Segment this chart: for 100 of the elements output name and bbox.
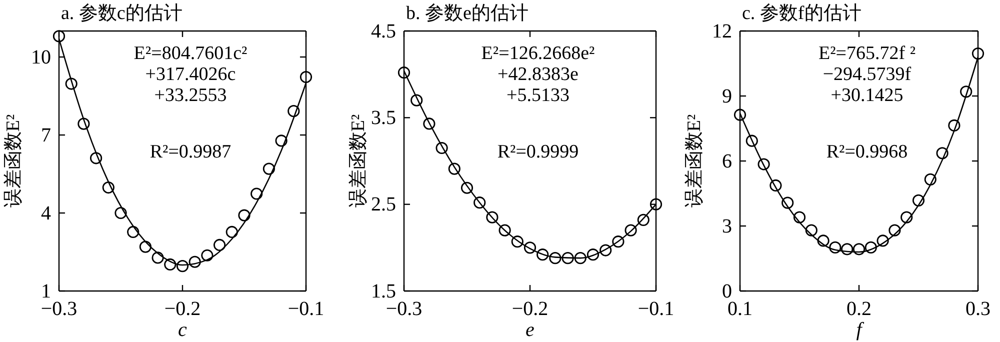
annotation: +33.2553 xyxy=(154,85,227,106)
point xyxy=(637,214,650,226)
point xyxy=(562,252,574,264)
point xyxy=(176,260,189,272)
point xyxy=(262,162,275,175)
point xyxy=(102,181,114,194)
point xyxy=(936,147,948,160)
annotation: E²=765.72f ² xyxy=(818,43,916,64)
point xyxy=(410,94,423,106)
point xyxy=(65,78,78,90)
point xyxy=(972,47,984,60)
point xyxy=(288,105,300,118)
point xyxy=(214,238,226,252)
point xyxy=(226,226,238,238)
y-tick-label: 3 xyxy=(722,215,732,238)
point xyxy=(114,206,127,220)
y-tick-label: 12 xyxy=(712,20,732,42)
point xyxy=(876,234,889,247)
point xyxy=(164,258,176,271)
point xyxy=(549,252,562,264)
point xyxy=(924,173,936,186)
point xyxy=(912,194,925,206)
point xyxy=(139,240,152,253)
point xyxy=(398,66,410,79)
point xyxy=(511,236,524,248)
point xyxy=(423,118,436,130)
x-axis-title: c xyxy=(178,319,188,341)
point xyxy=(864,241,877,254)
point xyxy=(734,108,746,121)
x-tick-label: 0.2 xyxy=(846,298,872,320)
point xyxy=(574,252,586,264)
point xyxy=(817,234,830,247)
point xyxy=(474,196,486,209)
chart-title: b. 参数e的估计 xyxy=(406,3,528,24)
y-tick-label: 2.5 xyxy=(371,194,396,216)
point xyxy=(486,211,498,224)
point xyxy=(829,241,842,254)
point xyxy=(52,30,66,42)
point xyxy=(152,252,164,264)
annotation: R²=0.9987 xyxy=(150,142,232,163)
point xyxy=(300,70,312,84)
annotation: −294.5739f xyxy=(822,64,912,85)
point xyxy=(746,134,758,147)
point xyxy=(960,86,972,98)
point xyxy=(770,179,782,192)
point xyxy=(498,224,511,236)
point xyxy=(841,243,854,256)
point xyxy=(600,244,612,256)
point xyxy=(782,196,794,209)
annotation: R²=0.9968 xyxy=(826,142,908,163)
y-axis-title: 误差函数E² xyxy=(684,114,705,208)
point xyxy=(650,198,662,210)
y-tick-label: 9 xyxy=(722,85,732,108)
point xyxy=(460,182,474,194)
annotation: +42.8383e xyxy=(498,64,578,85)
point xyxy=(436,142,448,154)
point xyxy=(448,162,460,175)
point xyxy=(624,224,637,236)
annotation: +5.5133 xyxy=(506,85,570,106)
y-tick-label: 10 xyxy=(31,46,51,68)
point xyxy=(250,188,263,200)
point xyxy=(524,242,536,254)
chart-title: c. 参数f的估计 xyxy=(742,3,862,24)
annotation: R²=0.9999 xyxy=(497,142,579,163)
x-tick-label: 0.3 xyxy=(966,298,990,320)
point xyxy=(948,119,960,132)
point xyxy=(805,224,818,236)
point xyxy=(852,243,866,256)
chart-title: a. 参数c的估计 xyxy=(61,3,182,24)
point xyxy=(238,209,250,222)
y-tick-label: 6 xyxy=(722,150,732,172)
x-tick-label: −0.2 xyxy=(512,298,548,320)
annotation: E²=804.7601c² xyxy=(134,43,248,64)
point xyxy=(793,211,806,224)
point xyxy=(188,256,201,268)
y-axis-title: 误差函数E² xyxy=(348,114,369,208)
point xyxy=(90,152,102,164)
x-tick-label: −0.1 xyxy=(638,298,674,320)
point xyxy=(612,236,624,248)
point xyxy=(536,248,549,261)
x-axis-title: e xyxy=(526,319,535,341)
x-tick-label: −0.2 xyxy=(164,298,201,320)
point xyxy=(275,134,288,147)
x-tick-label: −0.1 xyxy=(288,298,324,320)
point xyxy=(201,249,214,262)
annotation: +30.1425 xyxy=(830,85,904,106)
annotation: E²=126.2668e² xyxy=(481,43,595,64)
y-tick-label: 7 xyxy=(41,124,51,146)
annotation: +317.4026c xyxy=(145,64,236,85)
x-axis-title: f xyxy=(856,319,864,341)
point xyxy=(758,158,770,170)
y-tick-label: 4.5 xyxy=(371,20,396,42)
point xyxy=(127,226,140,238)
point xyxy=(900,211,913,224)
point xyxy=(888,224,901,236)
point xyxy=(586,248,600,261)
y-axis-title: 误差函数E² xyxy=(3,114,24,208)
point xyxy=(78,118,90,130)
y-tick-label: 3.5 xyxy=(371,107,396,130)
y-tick-label: 4 xyxy=(41,202,51,224)
